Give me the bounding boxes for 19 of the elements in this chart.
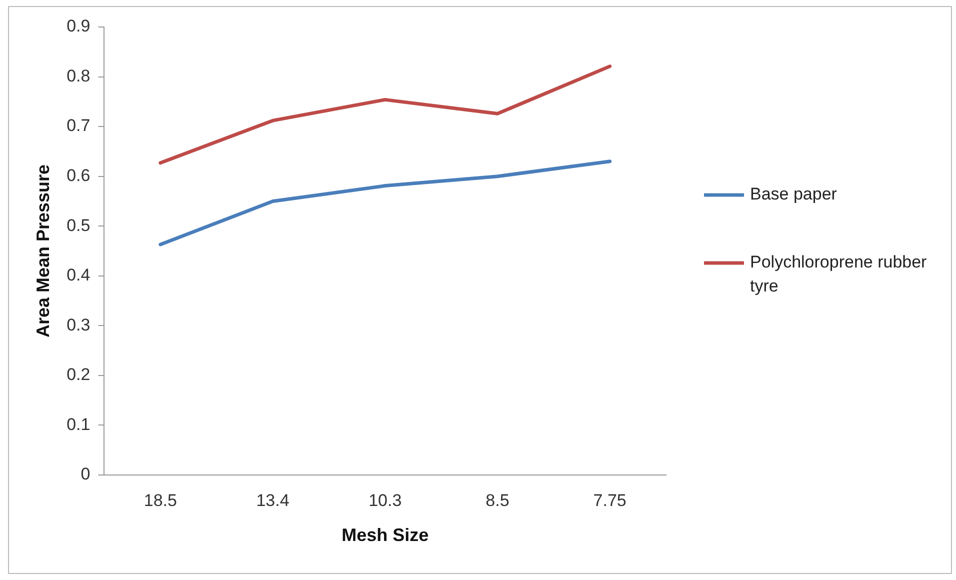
y-tick-label: 0: [80, 464, 90, 484]
x-axis-title: Mesh Size: [342, 525, 429, 546]
y-tick-label: 0.3: [66, 315, 90, 334]
y-tick-label: 0.7: [66, 116, 90, 136]
x-tick-label: 8.5: [486, 490, 510, 510]
y-tick-label: 0.9: [66, 16, 90, 36]
y-tick-label: 0.6: [66, 166, 90, 186]
x-tick-label: 13.4: [256, 490, 290, 510]
legend-label: Base paper: [750, 184, 838, 204]
y-axis-title: Area Mean Pressure: [32, 164, 53, 338]
y-tick-label: 0.2: [66, 365, 90, 384]
legend-label: Polychloroprene rubber tyre: [750, 252, 928, 296]
x-tick-label: 7.75: [593, 490, 626, 510]
y-tick-label: 0.1: [66, 414, 90, 434]
x-tick-label: 18.5: [144, 490, 177, 510]
x-tick-label: 10.3: [368, 490, 402, 510]
y-tick-label: 0.4: [66, 266, 90, 285]
y-tick-label: 0.5: [66, 216, 90, 235]
y-tick-label: 0.8: [66, 66, 90, 86]
